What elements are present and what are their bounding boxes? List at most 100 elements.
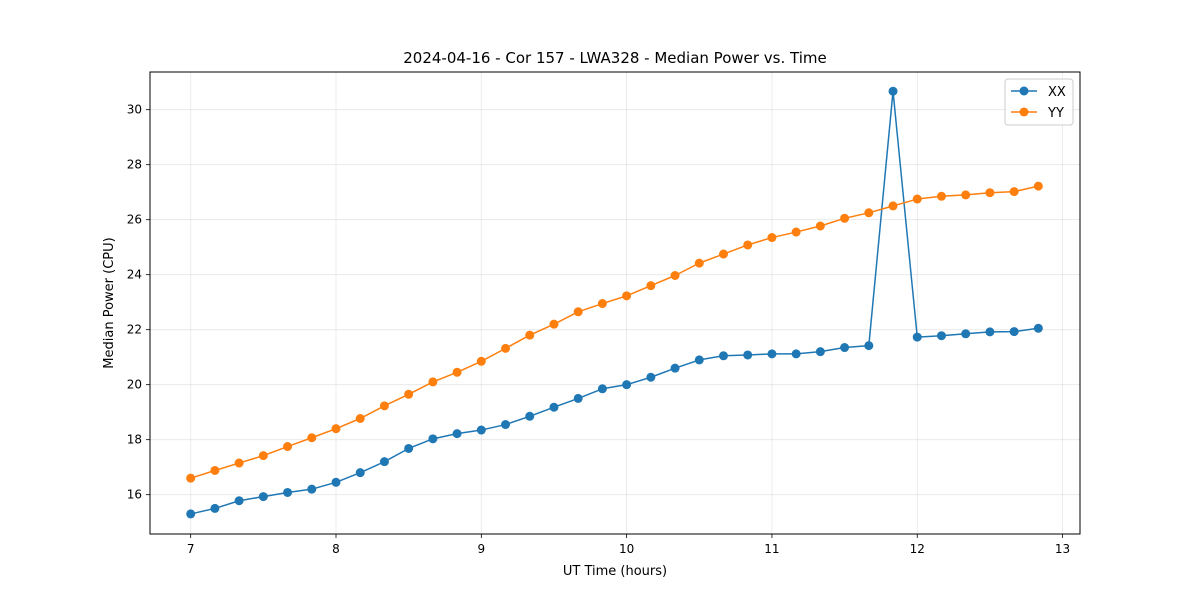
y-tick-label: 16 [127, 488, 142, 502]
data-point-xx [210, 503, 220, 513]
data-point-xx [307, 484, 317, 494]
y-axis: 16 18 20 22 24 26 28 30 [127, 103, 150, 502]
data-point-yy [234, 458, 244, 468]
data-point-xx [791, 349, 801, 359]
data-point-yy [452, 367, 462, 377]
data-point-yy [404, 389, 414, 399]
x-tick-label: 7 [187, 542, 195, 556]
legend-label-yy: YY [1047, 106, 1064, 121]
legend: XX YY [1004, 78, 1074, 126]
y-tick-label: 30 [127, 103, 142, 117]
data-point-yy [694, 258, 704, 268]
data-point-xx [234, 496, 244, 506]
data-point-yy [428, 377, 438, 387]
data-point-yy [525, 330, 535, 340]
data-point-xx [1009, 327, 1019, 337]
y-axis-label: Median Power (CPU) [102, 237, 117, 368]
data-point-xx [694, 355, 704, 365]
data-point-xx [1033, 323, 1043, 333]
legend-label-xx: XX [1048, 85, 1066, 100]
data-point-yy [186, 473, 196, 483]
x-tick-label: 11 [764, 542, 779, 556]
data-point-xx [379, 457, 389, 467]
data-point-yy [1033, 181, 1043, 191]
legend-marker-xx [1019, 86, 1029, 96]
data-point-yy [597, 299, 607, 309]
data-point-xx [258, 492, 268, 502]
data-point-yy [743, 240, 753, 250]
y-tick-label: 20 [127, 378, 142, 392]
data-point-xx [428, 434, 438, 444]
data-point-yy [622, 291, 632, 301]
data-point-xx [622, 380, 632, 390]
data-point-yy [1009, 187, 1019, 197]
data-point-yy [767, 233, 777, 243]
data-point-yy [936, 191, 946, 201]
data-point-xx [501, 420, 511, 430]
data-point-xx [186, 509, 196, 519]
data-point-xx [355, 468, 365, 478]
data-point-xx [888, 86, 898, 96]
chart-title: 2024-04-16 - Cor 157 - LWA328 - Median P… [403, 49, 827, 67]
y-tick-label: 28 [127, 158, 142, 172]
data-point-xx [476, 425, 486, 435]
data-point-yy [476, 356, 486, 366]
data-point-yy [283, 442, 293, 452]
data-point-xx [815, 347, 825, 357]
y-tick-label: 22 [127, 323, 142, 337]
data-point-xx [743, 350, 753, 360]
data-point-yy [646, 281, 656, 291]
x-tick-label: 9 [477, 542, 485, 556]
data-point-xx [936, 331, 946, 341]
data-point-yy [791, 227, 801, 237]
data-point-xx [283, 487, 293, 497]
x-tick-label: 8 [332, 542, 340, 556]
data-point-yy [379, 401, 389, 411]
data-point-xx [719, 351, 729, 361]
x-tick-label: 13 [1055, 542, 1070, 556]
data-point-xx [670, 363, 680, 373]
data-point-yy [331, 424, 341, 434]
data-point-yy [815, 221, 825, 231]
data-point-yy [258, 451, 268, 461]
data-point-yy [864, 208, 874, 218]
plot-frame [149, 71, 1081, 535]
data-point-yy [985, 188, 995, 198]
data-point-xx [912, 332, 922, 342]
legend-marker-yy [1019, 107, 1029, 117]
data-point-yy [840, 213, 850, 223]
data-point-yy [549, 319, 559, 329]
data-point-yy [670, 271, 680, 280]
y-tick-label: 26 [127, 213, 142, 227]
data-point-xx [597, 384, 607, 394]
data-point-xx [961, 329, 971, 339]
data-point-yy [912, 194, 922, 204]
series-markers [186, 86, 1043, 519]
data-point-xx [864, 341, 874, 351]
x-axis: 7 8 9 10 11 12 13 [187, 534, 1070, 556]
data-point-yy [355, 414, 365, 423]
data-point-xx [331, 477, 341, 487]
data-point-yy [961, 190, 971, 200]
data-point-yy [888, 201, 898, 211]
data-point-xx [525, 411, 535, 421]
y-tick-label: 24 [127, 268, 142, 282]
data-point-xx [985, 327, 995, 337]
data-point-xx [767, 349, 777, 359]
x-axis-label: UT Time (hours) [563, 564, 667, 579]
data-point-xx [646, 372, 656, 382]
data-point-yy [573, 307, 583, 317]
data-point-yy [307, 433, 317, 443]
x-tick-label: 12 [910, 542, 925, 556]
data-point-xx [840, 343, 850, 353]
data-point-xx [573, 393, 583, 403]
data-point-yy [501, 343, 511, 353]
data-point-xx [549, 402, 559, 412]
x-tick-label: 10 [619, 542, 634, 556]
data-point-xx [404, 443, 414, 453]
data-point-xx [452, 429, 462, 439]
y-tick-label: 18 [127, 433, 142, 447]
data-point-yy [210, 465, 220, 475]
data-point-yy [719, 249, 729, 259]
